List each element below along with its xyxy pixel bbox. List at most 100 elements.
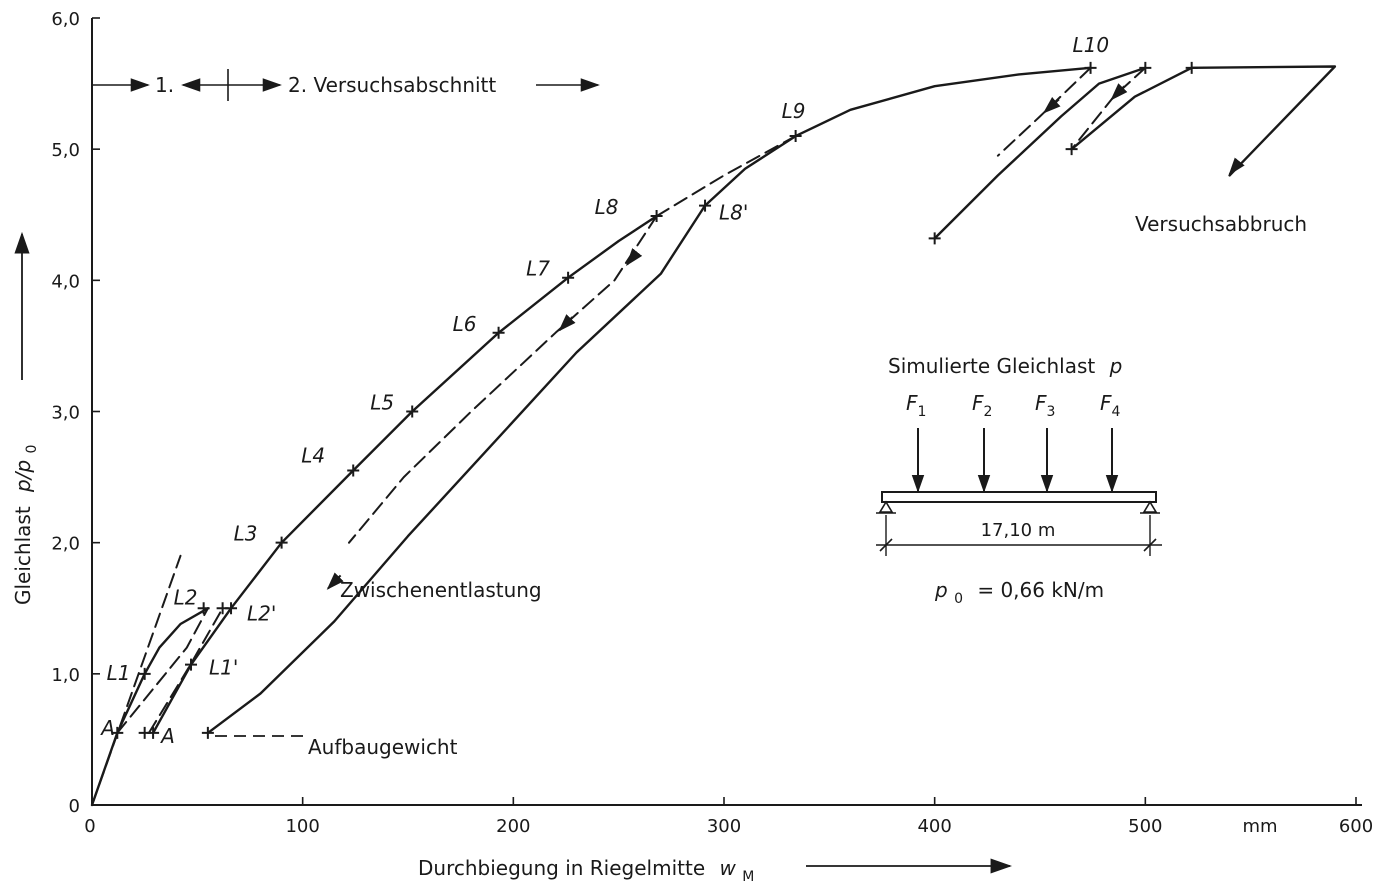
p0-value: = 0,66 kN/m [977, 578, 1104, 602]
x-tick-label: 500 [1128, 816, 1162, 837]
series-line-8 [206, 204, 707, 735]
direction-arrow [1228, 157, 1245, 176]
point-marker [1084, 61, 1097, 74]
y-axis-ticks: 0 1,0 2,0 3,0 4,0 5,0 6,0 [51, 9, 100, 817]
point-marker [138, 667, 151, 680]
versuchsabbruch-label: Versuchsabbruch [1135, 212, 1307, 236]
point-label: L2 [174, 585, 198, 609]
beam [881, 491, 1157, 503]
x-axis-symbol-sub: M [742, 869, 754, 885]
x-unit-label: mm [1242, 816, 1277, 837]
series-line-2 [91, 554, 182, 806]
zwischenentlastung-label: Zwischenentlastung [340, 578, 542, 602]
point-marker [111, 726, 124, 739]
y-tick-label: 3,0 [51, 403, 80, 424]
svg-text:p 0 = 0,66 kN/m: p 0 = 0,66 kN/m [934, 578, 1104, 608]
point-label: A [159, 724, 175, 748]
aufbaugewicht-label: Aufbaugewicht [308, 735, 458, 759]
x-tick-label: 0 [84, 816, 95, 837]
direction-arrow [1042, 96, 1061, 114]
y-axis-symbol-sub: 0 [24, 445, 40, 454]
y-axis-symbol: p/p [11, 460, 35, 493]
point-marker [1065, 143, 1078, 156]
direction-arrows [326, 83, 1245, 590]
point-marker [225, 602, 238, 615]
force-label-4: F4 [1100, 391, 1121, 420]
p0-symbol: p [934, 578, 948, 602]
beam-diagram-inset: Simulierte Gleichlast p F1 F2 F3 F4 17,10 m… [876, 354, 1162, 608]
span-label: 17,10 m [981, 520, 1056, 541]
point-marker [928, 232, 941, 245]
point-label: L3 [234, 522, 258, 546]
svg-text:Gleichlast p/p 0: Gleichlast p/p 0 [11, 445, 40, 605]
y-tick-label: 5,0 [51, 140, 80, 161]
point-marker [1139, 61, 1152, 74]
point-marker [562, 271, 575, 284]
point-marker [275, 536, 288, 549]
point-label: L1 [107, 661, 131, 685]
point-marker [492, 326, 505, 339]
point-marker [201, 726, 214, 739]
point-label: L4 [301, 444, 325, 468]
support-left [878, 500, 894, 513]
axes [91, 18, 1362, 806]
svg-text:Durchbiegung in Riegelmitte: Durchbiegung in Riegelmitte w M [418, 856, 754, 885]
x-tick-label: 200 [496, 816, 530, 837]
x-axis-symbol: w [719, 856, 736, 880]
svg-text:Simulierte Gleichlast p: Simulierte Gleichlast p [888, 354, 1122, 378]
x-tick-label: 300 [707, 816, 741, 837]
force-label-2: F2 [972, 391, 992, 420]
point-marker [147, 726, 160, 739]
y-tick-label: 4,0 [51, 271, 80, 292]
y-tick-label: 6,0 [51, 9, 80, 30]
force-label-3: F3 [1035, 391, 1055, 420]
p0-symbol-sub: 0 [954, 591, 963, 607]
direction-arrow [326, 572, 344, 590]
series-line-7 [348, 215, 658, 544]
y-axis-label: Gleichlast [11, 506, 35, 605]
series-line-3 [116, 607, 209, 734]
y-tick-label: 0 [69, 796, 80, 817]
x-tick-label: 100 [285, 816, 319, 837]
section-2-label: 2. Versuchsabschnitt [288, 73, 496, 97]
series-layer [90, 65, 1337, 807]
series-line-10 [703, 66, 1092, 207]
point-label: L1' [209, 656, 238, 680]
point-marker [789, 130, 802, 143]
series-line-6 [229, 214, 658, 610]
point-marker [185, 658, 198, 671]
series-line-14 [1070, 65, 1337, 177]
y-tick-label: 1,0 [51, 665, 80, 686]
section-1-label: 1. [155, 73, 174, 97]
support-right [1142, 500, 1158, 513]
inset-title-symbol: p [1109, 354, 1123, 378]
x-tick-label: 400 [917, 816, 951, 837]
section-annotation: 1. 2. Versuchsabschnitt [92, 69, 600, 101]
point-label: L2' [247, 601, 276, 625]
point-label: L8 [595, 195, 619, 219]
annotation-aufbaugewicht: Aufbaugewicht [215, 735, 458, 759]
point-label: L5 [370, 391, 394, 415]
x-axis-ticks: 0 100 200 300 400 500 600 [84, 797, 1373, 837]
series-line-12 [933, 66, 1147, 240]
point-marker [1185, 61, 1198, 74]
direction-arrow [1110, 83, 1128, 101]
point-label: L8' [719, 201, 748, 225]
point-marker [406, 405, 419, 418]
y-axis-title: Gleichlast p/p 0 [11, 445, 40, 605]
force-label-1: F1 [906, 391, 926, 420]
y-tick-label: 2,0 [51, 534, 80, 555]
x-axis-title: Durchbiegung in Riegelmitte w M [418, 856, 1013, 885]
point-marker [197, 602, 210, 615]
direction-arrow [558, 314, 576, 332]
series-line-11 [996, 66, 1092, 157]
point-label: L7 [526, 257, 550, 281]
series-line-1 [90, 607, 210, 807]
point-label: L9 [782, 99, 806, 123]
annotation-zwischenentlastung: Zwischenentlastung [340, 578, 542, 602]
marker-layer: A A L1 L1' L2 L2' L3 L4 L5 L6 L7 L8 L8' L9 L10 [99, 33, 1198, 748]
series-line-9 [655, 135, 797, 218]
point-label: L6 [453, 312, 477, 336]
point-marker [347, 464, 360, 477]
